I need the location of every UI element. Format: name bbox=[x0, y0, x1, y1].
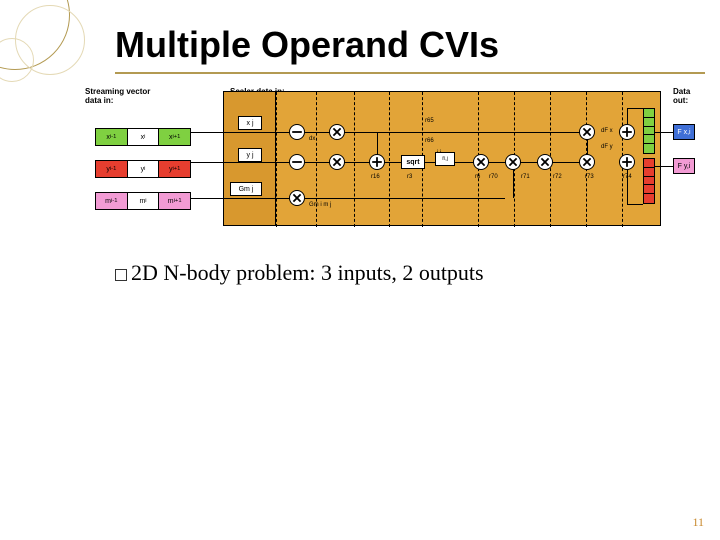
slide: Multiple Operand CVIs Streaming vector d… bbox=[0, 0, 720, 540]
xj-box: x j bbox=[238, 116, 262, 130]
fy-accumulator-strip bbox=[643, 158, 655, 204]
gmimj-label: Gm i m j bbox=[309, 202, 331, 208]
dx-label: dx bbox=[309, 136, 315, 142]
minus-op-1 bbox=[289, 124, 305, 140]
title-underline bbox=[115, 72, 705, 74]
dfy-label: dF y bbox=[601, 144, 613, 150]
y-vector-row: yi-1 yi yi+1 bbox=[95, 160, 191, 178]
fx-accumulator-strip bbox=[643, 108, 655, 154]
fy-output: F y,i bbox=[673, 158, 695, 174]
dfx-label: dF x bbox=[601, 128, 613, 134]
bullet-text: 2D N-body problem: 3 inputs, 2 outputs bbox=[115, 260, 484, 286]
r3-label: r3 bbox=[407, 174, 412, 180]
bullet-square-icon bbox=[115, 269, 127, 281]
cvi-diagram: Streaming vector data in: Scalar data in… bbox=[85, 88, 705, 243]
times-op-1 bbox=[329, 124, 345, 140]
times-op-m bbox=[289, 190, 305, 206]
plus-op-mid bbox=[369, 154, 385, 170]
times-out-dn bbox=[579, 154, 595, 170]
times-op-c1 bbox=[473, 154, 489, 170]
r70-label: r70 bbox=[489, 174, 498, 180]
fx-output: F x,i bbox=[673, 124, 695, 140]
m-vector-row: mi-1 mi mi+1 bbox=[95, 192, 191, 210]
sqrt-op: sqrt bbox=[401, 155, 425, 169]
yj-box: y j bbox=[238, 148, 262, 162]
times-op-c2 bbox=[505, 154, 521, 170]
r66-label: r66 bbox=[425, 138, 434, 144]
plus-out-up bbox=[619, 124, 635, 140]
r71-label: r71 bbox=[521, 174, 530, 180]
times-op-2 bbox=[329, 154, 345, 170]
minus-op-2 bbox=[289, 154, 305, 170]
times-op-c3 bbox=[537, 154, 553, 170]
page-number: 11 bbox=[692, 515, 704, 530]
plus-out-dn bbox=[619, 154, 635, 170]
frac-box: ri,j bbox=[435, 152, 455, 166]
r65-label: r65 bbox=[425, 118, 434, 124]
gmj-box: Gm j bbox=[230, 182, 262, 196]
r16-label: r16 bbox=[371, 174, 380, 180]
streaming-vector-label: Streaming vector data in: bbox=[85, 88, 163, 106]
r72-label: r72 bbox=[553, 174, 562, 180]
data-out-label: Data out: bbox=[673, 88, 705, 106]
slide-title: Multiple Operand CVIs bbox=[115, 24, 499, 66]
times-out-up bbox=[579, 124, 595, 140]
x-vector-row: xi-1 xi xi+1 bbox=[95, 128, 191, 146]
